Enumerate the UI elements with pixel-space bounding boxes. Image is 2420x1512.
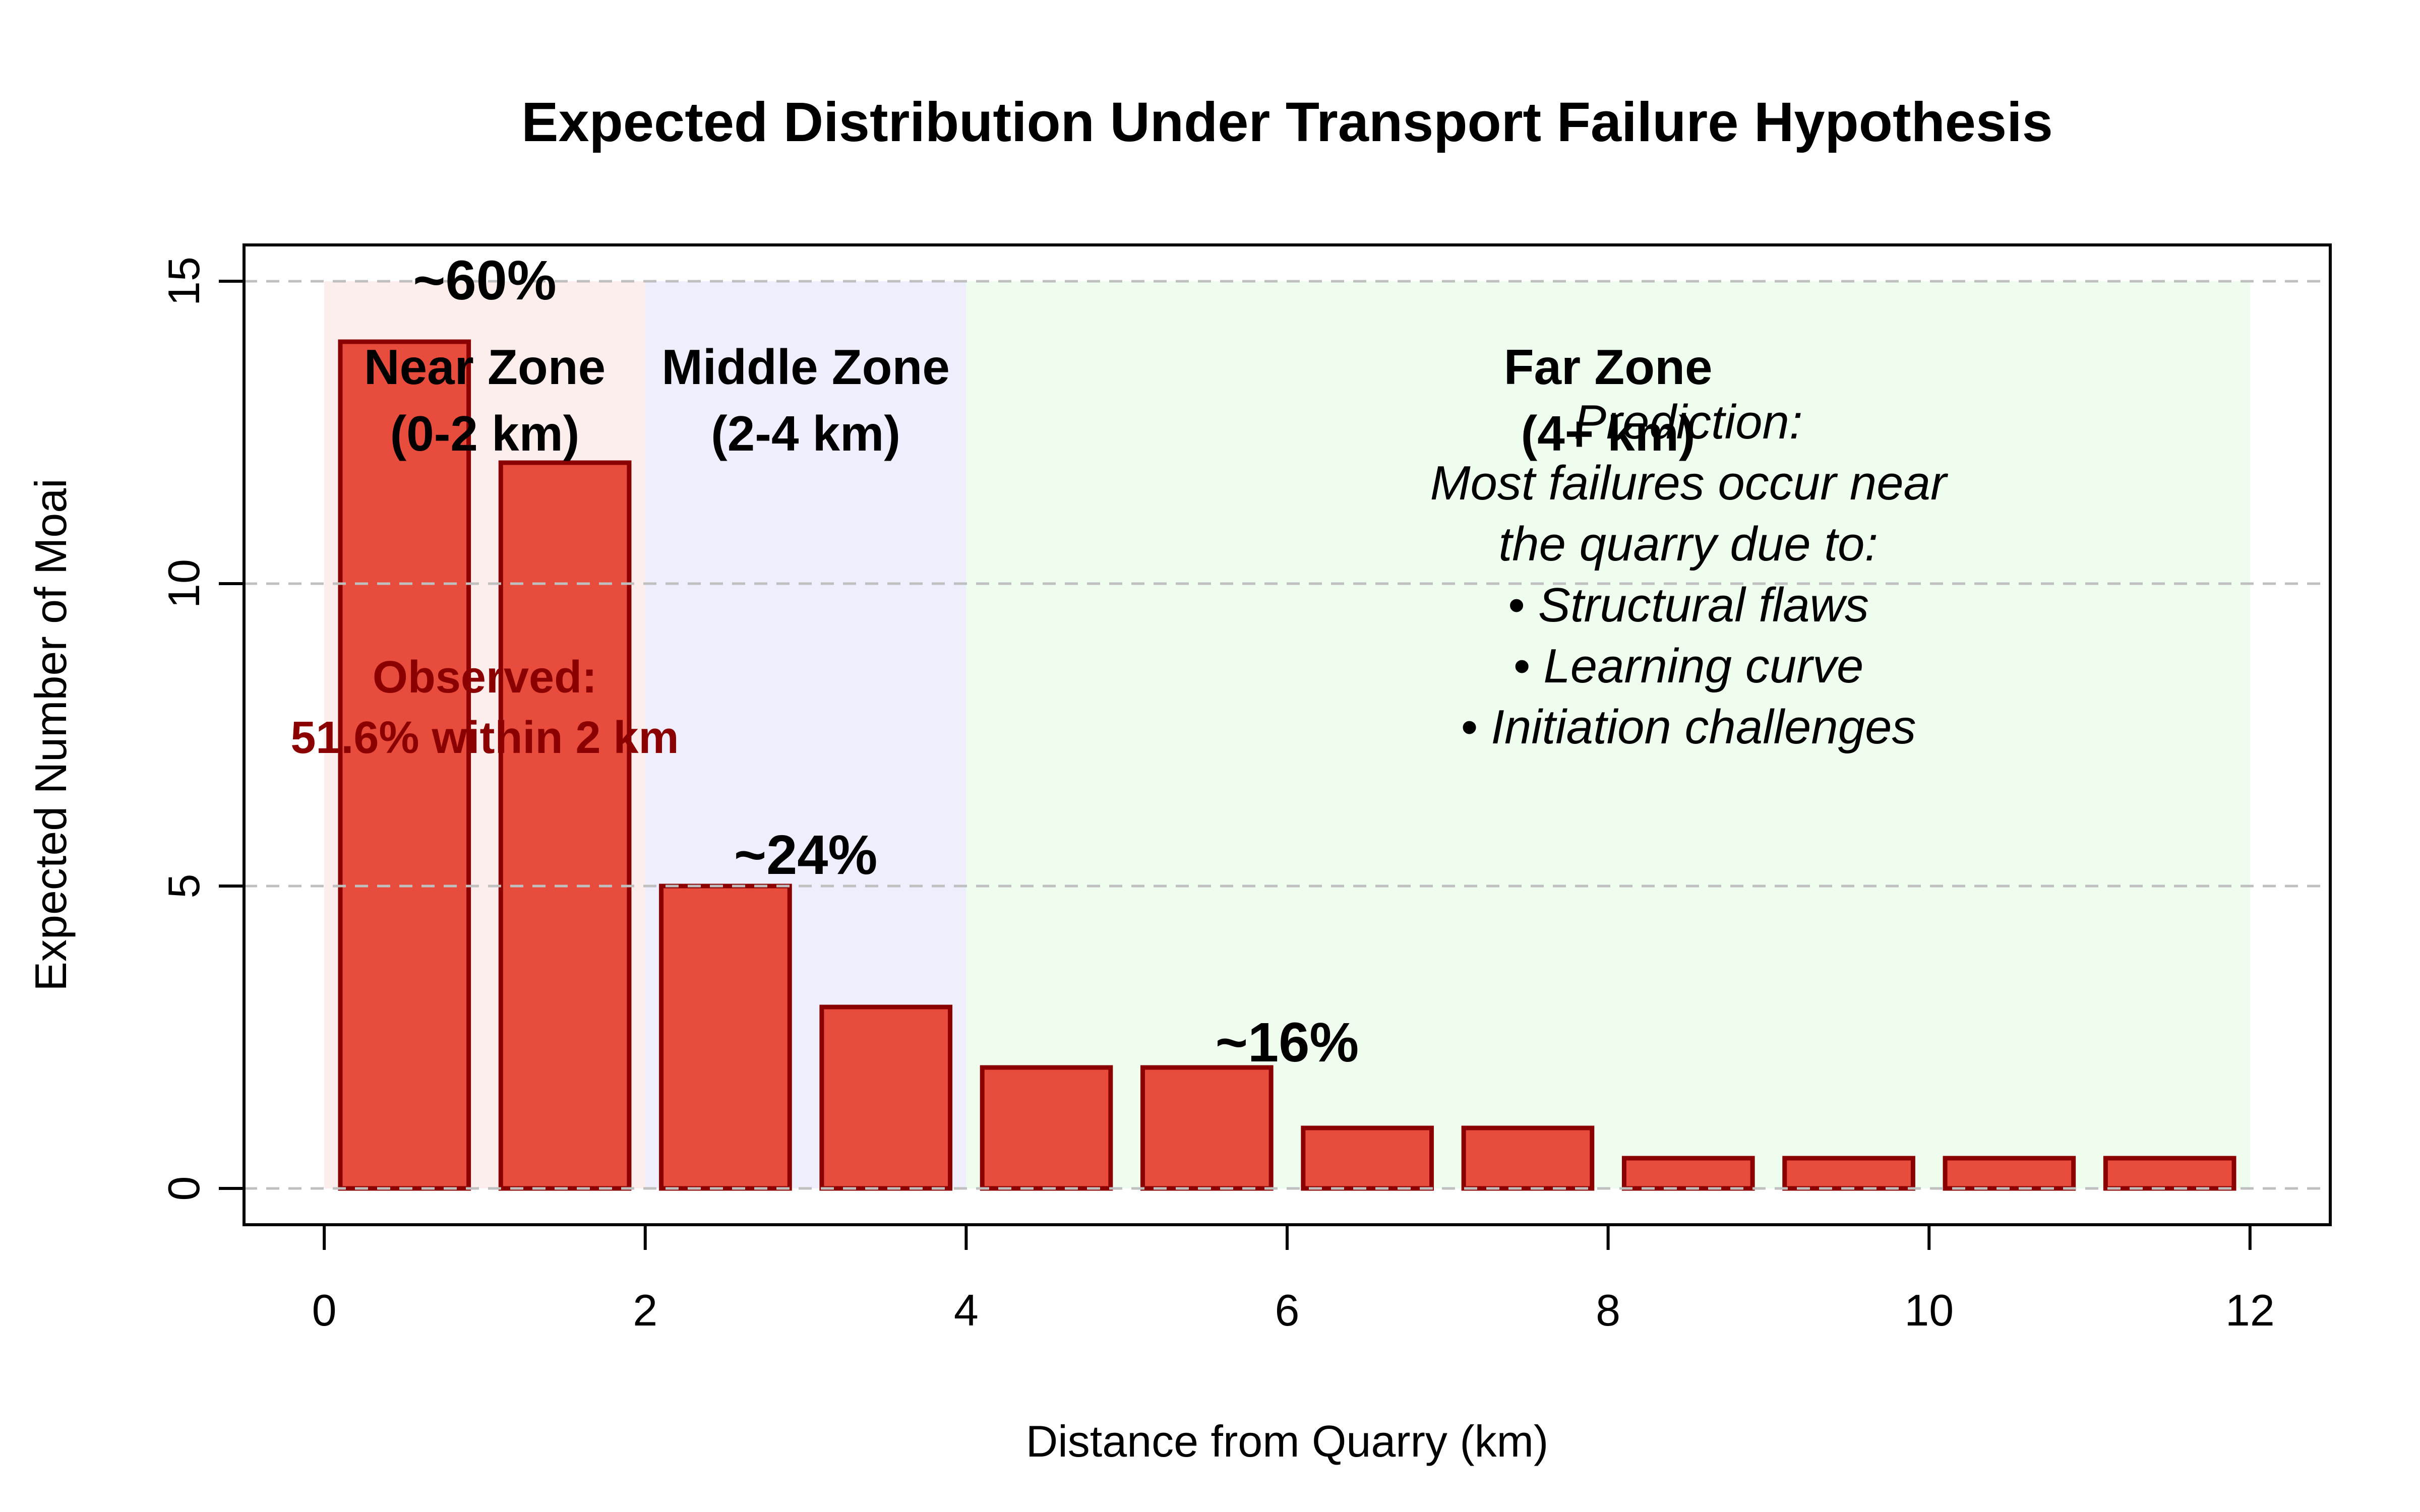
y-tick-label-0: 0 bbox=[159, 1176, 209, 1201]
bar-6 bbox=[1301, 1125, 1434, 1191]
prediction-line-2: the quarry due to: bbox=[1499, 517, 1878, 571]
x-tick-label-5: 10 bbox=[1904, 1285, 1954, 1335]
bar-7 bbox=[1461, 1125, 1595, 1191]
bar-3 bbox=[819, 1004, 953, 1191]
y-tick-label-3: 15 bbox=[159, 257, 209, 306]
bar-1 bbox=[498, 460, 632, 1191]
bar-2 bbox=[659, 884, 792, 1191]
bar-9 bbox=[1782, 1156, 1915, 1191]
observed-line-1: 51.6% within 2 km bbox=[290, 713, 679, 763]
zone-name-2: Far Zone bbox=[1504, 339, 1713, 395]
bar-5 bbox=[1140, 1065, 1274, 1191]
x-tick-label-4: 8 bbox=[1596, 1285, 1620, 1335]
y-tick-label-1: 5 bbox=[159, 874, 209, 899]
y-axis-label: Expected Number of Moai bbox=[26, 478, 76, 991]
y-tick-label-2: 10 bbox=[159, 559, 209, 608]
prediction-line-1: Most failures occur near bbox=[1430, 456, 1949, 510]
prediction-line-4: • Learning curve bbox=[1513, 639, 1863, 693]
bar-10 bbox=[1943, 1156, 2076, 1191]
annotations: Near Zone (0-2 km) ~60% Middle Zone (2-4 km)… bbox=[290, 249, 1949, 1074]
x-tick-label-1: 2 bbox=[633, 1285, 657, 1335]
x-tick-label-3: 6 bbox=[1275, 1285, 1300, 1335]
x-tick-label-0: 0 bbox=[312, 1285, 337, 1335]
zone-range-1: (2-4 km) bbox=[711, 406, 900, 461]
x-tick-label-2: 4 bbox=[954, 1285, 979, 1335]
axes: 0 2 4 6 8 10 12 0 5 10 15 bbox=[159, 257, 2275, 1335]
zone-band-2 bbox=[966, 281, 2250, 1188]
observed-line-0: Observed: bbox=[373, 652, 597, 703]
zone-name-0: Near Zone bbox=[364, 339, 606, 395]
zone-range-0: (0-2 km) bbox=[390, 406, 580, 461]
bar-0 bbox=[338, 339, 471, 1191]
zone-percent-0: ~60% bbox=[413, 249, 556, 311]
bar-8 bbox=[1621, 1156, 1755, 1191]
bar-11 bbox=[2103, 1156, 2236, 1191]
zone-percent-2: ~16% bbox=[1216, 1012, 1359, 1074]
chart-title: Expected Distribution Under Transport Fa… bbox=[521, 91, 2053, 153]
zone-percent-1: ~24% bbox=[734, 824, 877, 886]
bar-4 bbox=[980, 1065, 1113, 1191]
prediction-line-5: • Initiation challenges bbox=[1461, 700, 1916, 754]
prediction-line-3: • Structural flaws bbox=[1508, 578, 1869, 632]
zone-backgrounds bbox=[324, 281, 2250, 1188]
x-tick-label-6: 12 bbox=[2225, 1285, 2275, 1335]
zone-name-1: Middle Zone bbox=[661, 339, 950, 395]
x-axis-label: Distance from Quarry (km) bbox=[1026, 1416, 1549, 1466]
grid-lines bbox=[244, 280, 2330, 1190]
zone-range-2: (4+ km) bbox=[1521, 406, 1696, 461]
prediction-line-0: Prediction: bbox=[1574, 395, 1803, 449]
